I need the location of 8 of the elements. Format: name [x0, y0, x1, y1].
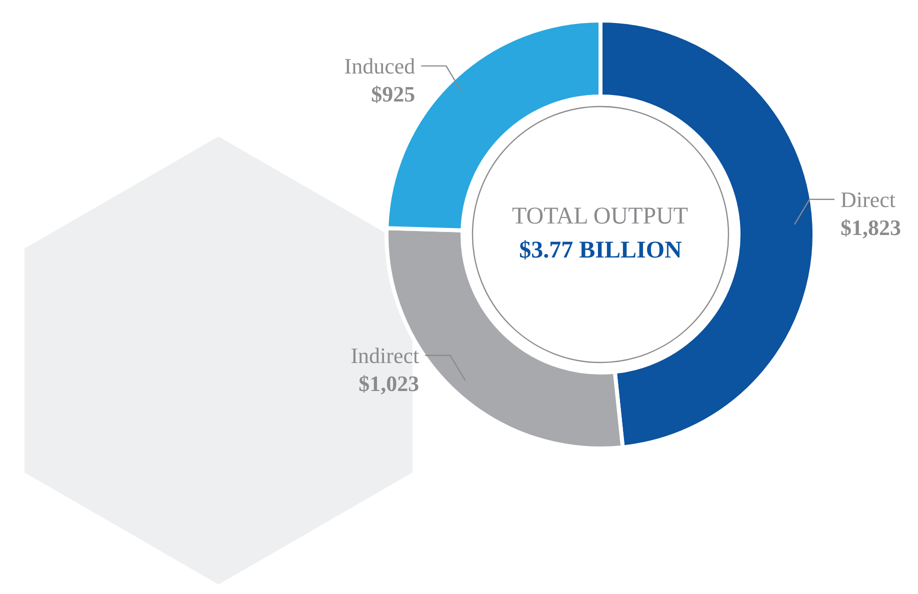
data-label: $925	[371, 81, 416, 106]
slice-label: Direct	[840, 186, 896, 212]
data-label: $1,023	[358, 370, 420, 396]
slice-label: Induced	[344, 53, 416, 78]
slice-label: Indirect	[350, 342, 420, 368]
text: TOTAL OUTPUT	[512, 204, 688, 230]
data-label: $1,823	[840, 214, 901, 240]
text: $3.77 BILLION	[519, 238, 683, 264]
